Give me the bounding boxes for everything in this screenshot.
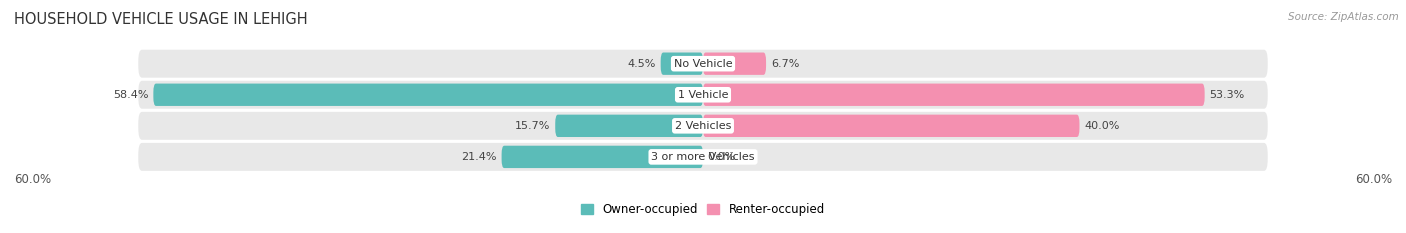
FancyBboxPatch shape bbox=[703, 84, 1205, 106]
FancyBboxPatch shape bbox=[703, 115, 1080, 137]
Text: 6.7%: 6.7% bbox=[770, 59, 799, 69]
FancyBboxPatch shape bbox=[138, 50, 1268, 78]
Text: 60.0%: 60.0% bbox=[14, 173, 51, 186]
Text: 4.5%: 4.5% bbox=[627, 59, 657, 69]
FancyBboxPatch shape bbox=[138, 112, 1268, 140]
Text: Source: ZipAtlas.com: Source: ZipAtlas.com bbox=[1288, 12, 1399, 22]
Text: 1 Vehicle: 1 Vehicle bbox=[678, 90, 728, 100]
Text: 53.3%: 53.3% bbox=[1209, 90, 1244, 100]
Text: 2 Vehicles: 2 Vehicles bbox=[675, 121, 731, 131]
FancyBboxPatch shape bbox=[703, 52, 766, 75]
Text: 3 or more Vehicles: 3 or more Vehicles bbox=[651, 152, 755, 162]
Text: 0.0%: 0.0% bbox=[707, 152, 735, 162]
Legend: Owner-occupied, Renter-occupied: Owner-occupied, Renter-occupied bbox=[576, 198, 830, 221]
FancyBboxPatch shape bbox=[138, 143, 1268, 171]
FancyBboxPatch shape bbox=[502, 146, 703, 168]
FancyBboxPatch shape bbox=[555, 115, 703, 137]
Text: 15.7%: 15.7% bbox=[515, 121, 551, 131]
FancyBboxPatch shape bbox=[661, 52, 703, 75]
Text: 58.4%: 58.4% bbox=[112, 90, 149, 100]
Text: No Vehicle: No Vehicle bbox=[673, 59, 733, 69]
Text: 60.0%: 60.0% bbox=[1355, 173, 1392, 186]
FancyBboxPatch shape bbox=[153, 84, 703, 106]
Text: 40.0%: 40.0% bbox=[1084, 121, 1119, 131]
Text: 21.4%: 21.4% bbox=[461, 152, 496, 162]
FancyBboxPatch shape bbox=[138, 81, 1268, 109]
Text: HOUSEHOLD VEHICLE USAGE IN LEHIGH: HOUSEHOLD VEHICLE USAGE IN LEHIGH bbox=[14, 12, 308, 27]
